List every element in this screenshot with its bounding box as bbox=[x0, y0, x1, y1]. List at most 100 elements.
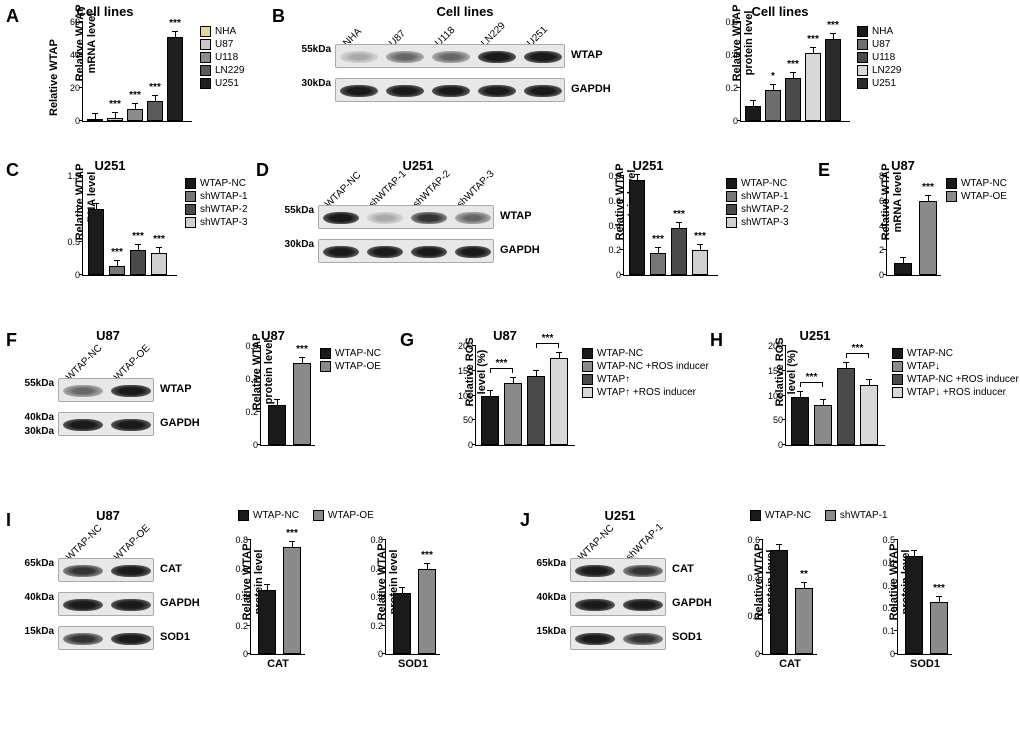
legend-item: LN229 bbox=[200, 65, 244, 76]
bar bbox=[527, 376, 545, 445]
legend-item: WTAP-NC +ROS inducer bbox=[892, 374, 1019, 385]
bar bbox=[795, 588, 813, 655]
bar bbox=[107, 118, 123, 121]
panel-c: U251 Relative WTAP mRNA level 00.511.5**… bbox=[30, 160, 280, 305]
blot-row bbox=[58, 592, 154, 616]
bar bbox=[837, 368, 855, 445]
blot-row bbox=[58, 412, 154, 436]
legend-item: U251 bbox=[200, 78, 244, 89]
panel-f: U87 WTAP-NCWTAP-OE55kDaWTAP40kDa30kDaGAP… bbox=[28, 330, 408, 485]
panel-label-j: J bbox=[520, 510, 530, 531]
legend-item: U118 bbox=[200, 52, 244, 63]
panel-h-legend: WTAP-NCWTAP↓WTAP-NC +ROS inducerWTAP↓ +R… bbox=[892, 348, 1019, 400]
panel-label-b: B bbox=[272, 6, 285, 27]
legend-item: NHA bbox=[857, 26, 901, 37]
panel-h-bars: 050100150200****** bbox=[785, 346, 885, 446]
panel-label-a: A bbox=[6, 6, 19, 27]
panel-label-e: E bbox=[818, 160, 830, 181]
legend-item: WTAP-NC bbox=[946, 178, 1007, 189]
bar bbox=[692, 250, 708, 275]
panel-j-bars-sod1: 00.10.20.30.40.5***SOD1 bbox=[897, 540, 952, 655]
panel-e-legend: WTAP-NC WTAP-OE bbox=[946, 178, 1007, 204]
panel-b-legend: NHAU87U118LN229U251 bbox=[857, 26, 901, 91]
bar bbox=[785, 78, 801, 121]
legend-item: WTAP-OE bbox=[320, 361, 381, 372]
bar bbox=[550, 358, 568, 445]
bar bbox=[258, 590, 276, 654]
legend-item: NHA bbox=[200, 26, 244, 37]
blot-row bbox=[58, 378, 154, 402]
bar bbox=[283, 547, 301, 654]
legend-item: WTAP-NC bbox=[892, 348, 1019, 359]
panel-b: Cell lines NHAU87U118LN229U25155kDaWTAP3… bbox=[295, 6, 1015, 151]
legend-item: U87 bbox=[857, 39, 901, 50]
panel-label-g: G bbox=[400, 330, 414, 351]
legend-item: WTAP-NC bbox=[726, 178, 789, 189]
bar bbox=[151, 253, 167, 275]
bar bbox=[791, 397, 809, 446]
bar bbox=[130, 250, 146, 275]
panel-j-legend: WTAP-NCshWTAP-1 bbox=[750, 510, 888, 523]
bar bbox=[919, 201, 937, 275]
panel-i: U87 WTAP-NCWTAP-OE65kDaCAT40kDaGAPDH15kD… bbox=[28, 510, 508, 720]
legend-item: shWTAP-1 bbox=[185, 191, 248, 202]
panel-j-bars-cat: 00.20.40.6**CAT bbox=[762, 540, 817, 655]
bar bbox=[650, 253, 666, 275]
panel-b-title: Cell lines bbox=[335, 4, 595, 19]
panel-d-legend: WTAP-NCshWTAP-1shWTAP-2shWTAP-3 bbox=[726, 178, 789, 230]
panel-g-legend: WTAP-NCWTAP-NC +ROS inducerWTAP↑WTAP↑ +R… bbox=[582, 348, 709, 400]
panel-label-c: C bbox=[6, 160, 19, 181]
panel-label-d: D bbox=[256, 160, 269, 181]
bar bbox=[418, 569, 436, 655]
bar bbox=[167, 37, 183, 121]
panel-e: U87 Relative WTAP mRNA level 02468*** WT… bbox=[838, 160, 1018, 310]
bar bbox=[770, 550, 788, 655]
panel-j-title: U251 bbox=[560, 508, 680, 523]
legend-item: WTAP-NC +ROS inducer bbox=[582, 361, 709, 372]
panel-a-title: Cell lines bbox=[40, 4, 170, 19]
legend-item: WTAP-NC bbox=[185, 178, 248, 189]
panel-e-bars: 02468*** bbox=[886, 176, 941, 276]
bar bbox=[905, 556, 923, 654]
blot-row bbox=[570, 592, 666, 616]
legend-item: shWTAP-3 bbox=[726, 217, 789, 228]
blot-row bbox=[570, 626, 666, 650]
bar bbox=[805, 53, 821, 121]
legend-item: U87 bbox=[200, 39, 244, 50]
blot-row bbox=[318, 205, 494, 229]
panel-label-i: I bbox=[6, 510, 11, 531]
panel-label-f: F bbox=[6, 330, 17, 351]
panel-f-legend: WTAP-NCWTAP-OE bbox=[320, 348, 381, 374]
panel-c-legend: WTAP-NC shWTAP-1 shWTAP-2 shWTAP-3 bbox=[185, 178, 248, 230]
legend-item: WTAP↓ +ROS inducer bbox=[892, 387, 1019, 398]
legend-item: U251 bbox=[857, 78, 901, 89]
bar bbox=[814, 405, 832, 445]
blot-row bbox=[335, 78, 565, 102]
bar bbox=[745, 106, 761, 121]
panel-g-bars: 050100150200****** bbox=[475, 346, 575, 446]
legend-item: shWTAP-2 bbox=[185, 204, 248, 215]
panel-j: U251 WTAP-NCshWTAP-165kDaCAT40kDaGAPDH15… bbox=[540, 510, 1020, 720]
panel-b-bars: 00.20.40.6********** bbox=[740, 22, 850, 122]
legend-item: WTAP-NC bbox=[582, 348, 709, 359]
panel-i-bars-cat: 00.20.40.60.8***CAT bbox=[250, 540, 305, 655]
panel-a-bars: 0204060************ bbox=[82, 22, 192, 122]
panel-a: Cell lines Relative WTAP Relative WTAP m… bbox=[30, 6, 280, 136]
legend-item: shWTAP-2 bbox=[726, 204, 789, 215]
bar bbox=[504, 383, 522, 445]
panel-label-h: H bbox=[710, 330, 723, 351]
legend-item: LN229 bbox=[857, 65, 901, 76]
legend-item: WTAP↑ bbox=[582, 374, 709, 385]
panel-a-legend: NHA U87 U118 LN229 U251 bbox=[200, 26, 244, 91]
panel-f-bars: 00.20.40.6*** bbox=[260, 346, 315, 446]
panel-i-bars-sod1: 00.20.40.60.8***SOD1 bbox=[385, 540, 440, 655]
legend-item: WTAP-OE bbox=[946, 191, 1007, 202]
bar bbox=[268, 405, 286, 445]
panel-d-bars: 00.20.40.60.8********* bbox=[623, 176, 718, 276]
bar bbox=[393, 593, 411, 654]
panel-h: U251 Relative ROS level (%) 050100150200… bbox=[730, 330, 1020, 480]
bar bbox=[894, 263, 912, 275]
bar bbox=[671, 228, 687, 275]
legend-item: shWTAP-3 bbox=[185, 217, 248, 228]
blot-row bbox=[58, 558, 154, 582]
